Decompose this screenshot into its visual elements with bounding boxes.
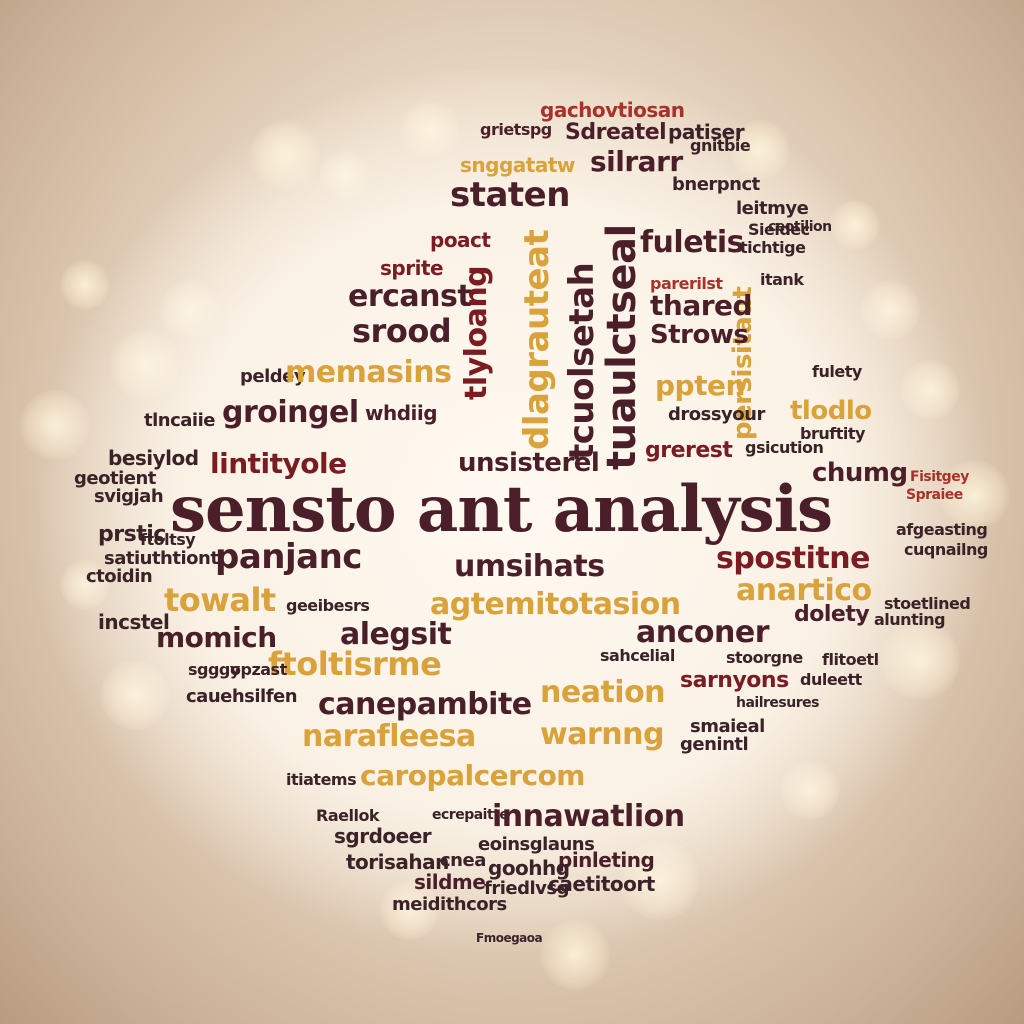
word: alegsit [340,617,452,652]
word: peldey [240,366,306,387]
word: friedlvsg [484,878,569,899]
word: cauehsilfen [186,686,298,707]
word: gnitbie [690,136,751,155]
word: agtemitotasion [430,587,681,622]
word: stoorgne [726,648,803,667]
word: ctoidin [86,566,153,587]
word: srood [352,312,452,350]
word: tlncaiie [144,410,215,431]
word: Raellok [316,806,380,825]
word: goohhg [488,856,570,880]
word: gachovtiosan [540,98,685,122]
word: incstel [98,610,170,634]
word: stoetlined [884,594,971,613]
word: ecrepaitte [432,807,509,823]
word: besiylod [108,446,199,470]
word: ppten [655,369,745,402]
word: sgggy [188,660,240,679]
word: Spraiee [906,487,963,503]
word: grietspg [480,120,552,139]
word: opzast [230,660,287,679]
word: spostitne [716,541,870,576]
word: tichtige [740,238,806,257]
word: tcuolsetah [562,262,602,460]
word: silrarr [590,145,683,178]
word: itank [760,270,804,289]
word: whdiig [365,401,438,425]
word: leitmye [736,198,809,219]
word: hailresures [736,695,819,711]
word: ercanst [348,279,472,314]
word: Sieidec [748,220,810,239]
word: geotient [74,468,156,489]
word: narafleesa [302,719,476,754]
word: warnng [540,717,664,752]
word: grerest [645,438,733,463]
word: meidithcors [392,894,507,915]
word: drossyour [668,404,765,425]
word: torisahan [346,850,449,874]
word: satiuthtiont [104,548,219,569]
word: lintityole [210,447,347,480]
word: Fisitgey [910,469,969,485]
word: fulety [812,362,862,381]
word: ftoltisrme [268,645,442,683]
word: groingel [222,395,359,430]
word: Sdreatel [565,120,667,145]
word-cloud [40,70,984,950]
word: caropalcercom [360,759,585,792]
word: patiser [668,120,745,144]
word: sahcelial [600,646,675,665]
word: umsihats [454,549,605,584]
word: sgrdoeer [334,824,432,848]
headline: sensto ant analysis [170,472,833,547]
word: cnea [440,850,486,871]
word: dolety [794,602,870,627]
word: canepambite [318,687,532,722]
word: pinleting [558,848,655,872]
word: sprite [380,256,444,280]
word: geeibesrs [286,596,370,615]
word: Strows [650,320,749,350]
word: neation [540,675,666,710]
word: svigjah [94,486,164,507]
word: parerilst [650,274,723,293]
word: smaieal [690,716,765,737]
word: anconer [636,615,770,650]
word: staten [450,175,570,215]
word: bruftity [800,424,865,443]
word: innawatlion [492,799,685,834]
word: thared [650,289,753,322]
word: chumg [812,458,908,488]
word: anartico [736,573,872,608]
word: ceotilion [768,219,832,235]
word: Fmoegaoa [476,931,543,945]
word: dlagrauteat [517,229,557,450]
word: memasins [285,355,452,390]
word: itiatems [286,770,357,789]
word: bnerpnct [672,174,760,195]
word: eoinsglauns [478,834,595,855]
word: duleett [800,670,862,689]
word: unsisterel [458,448,600,478]
word: gsicution [745,438,824,457]
word: ftoltsy [140,530,196,549]
word: caetitoort [548,872,655,896]
word: panjanc [215,537,362,577]
word: tuaulctseal [599,224,645,470]
word: momich [156,621,277,654]
word: tlodlo [790,396,872,426]
word: sildme [414,870,486,894]
word: prstic [98,522,166,547]
word: snggatatw [460,153,575,177]
word: poact [430,228,491,252]
word: afgeasting [896,520,988,539]
word: genintl [680,734,749,755]
word: fuletis [640,225,745,260]
word: towalt [164,581,276,619]
word: sarnyons [680,668,789,693]
word: flitoetl [822,650,879,669]
word: cuqnailng [904,540,988,559]
word: alunting [874,610,946,629]
